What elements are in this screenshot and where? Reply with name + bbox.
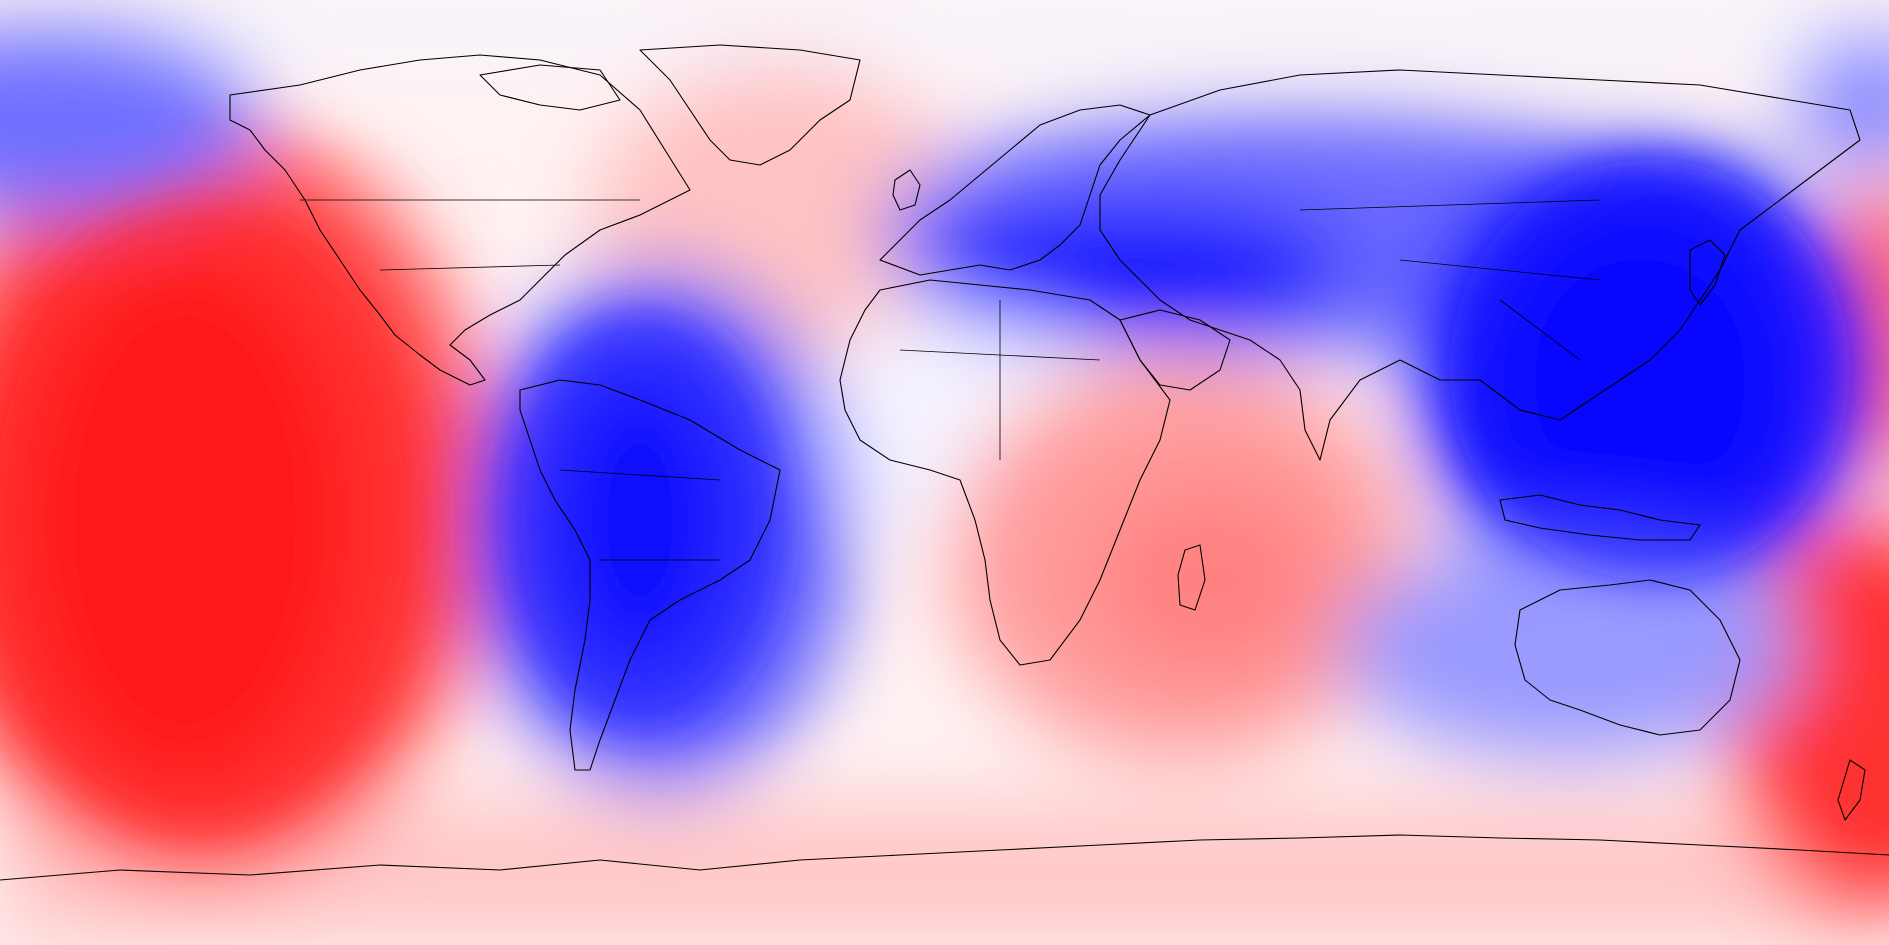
british-isles-coastline xyxy=(892,169,921,211)
border-line xyxy=(1499,299,1581,361)
north-pacific-cold-anomaly xyxy=(0,20,260,220)
arctic-islands-coastline xyxy=(479,64,621,111)
australia-coastline xyxy=(1514,579,1741,736)
border-line xyxy=(559,469,721,481)
asia-coastline xyxy=(1099,69,1861,461)
pacific-warm-ring xyxy=(0,200,430,840)
antarctica-coastline xyxy=(0,834,1889,881)
new-zealand-coastline xyxy=(1837,759,1866,821)
north-america-coastline xyxy=(229,54,691,386)
australia-cold-shoulder xyxy=(1340,540,1800,760)
north-polar-neutral xyxy=(0,0,1889,60)
south-america-coastline xyxy=(519,379,781,771)
arabia-coastline xyxy=(1119,309,1231,391)
maritime-continent-coastline xyxy=(1499,494,1701,541)
madagascar-coastline xyxy=(1177,544,1206,611)
europe-coastline xyxy=(879,104,1151,276)
country-borders xyxy=(300,199,1601,561)
sa-cold-ring xyxy=(500,310,780,730)
greenland-coastline xyxy=(639,44,861,166)
japan-coastline xyxy=(1689,239,1726,306)
border-line xyxy=(1399,259,1601,281)
indian-ocean-warm-core xyxy=(1090,480,1330,680)
anomaly-field-soft xyxy=(0,160,1850,840)
asia-cold-ring xyxy=(1450,160,1850,580)
north-pacific-cold-east xyxy=(1790,30,1889,170)
africa-coastline xyxy=(839,279,1171,666)
coastlines xyxy=(0,44,1889,881)
border-line xyxy=(1299,199,1601,211)
border-line xyxy=(379,264,561,271)
